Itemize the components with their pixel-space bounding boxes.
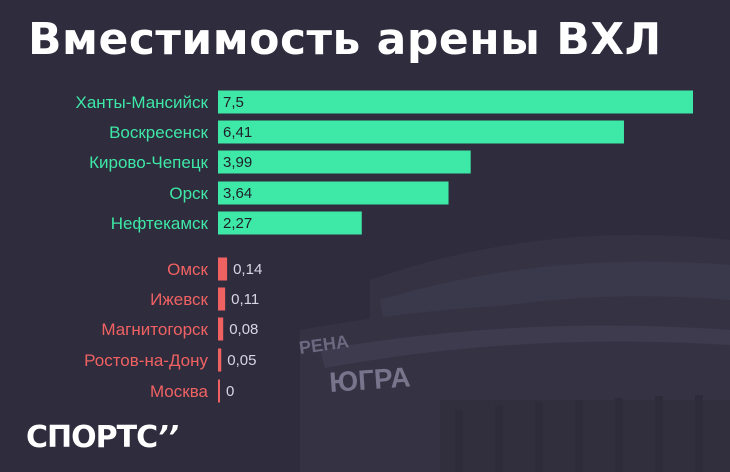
chart-title: Вместимость арены ВХЛ — [28, 14, 662, 65]
value-label: 2,27 — [223, 215, 252, 232]
value-label: 0,14 — [233, 261, 262, 278]
category-label: Москва — [150, 382, 209, 401]
logo-mark-icon: ’’ — [157, 420, 179, 455]
category-label: Кирово-Чепецк — [89, 153, 208, 172]
category-label: Омск — [167, 260, 208, 279]
bar[interactable] — [218, 120, 624, 144]
category-label: Ижевск — [150, 290, 208, 309]
value-label: 3,64 — [223, 185, 252, 202]
bar[interactable] — [218, 181, 449, 205]
bar[interactable] — [218, 257, 228, 281]
value-label: 0,11 — [231, 291, 259, 308]
category-label: Нефтекамск — [111, 214, 209, 233]
value-label: 0,05 — [227, 352, 256, 369]
bar[interactable] — [218, 317, 224, 341]
bar[interactable] — [218, 90, 693, 114]
value-label: 0 — [226, 383, 234, 400]
category-label: Орск — [169, 184, 208, 203]
category-label: Магнитогорск — [101, 320, 208, 339]
bar[interactable] — [218, 348, 222, 372]
category-label: Ростов-на-Дону — [84, 351, 208, 370]
value-label: 3,99 — [223, 154, 252, 171]
bar[interactable] — [218, 211, 362, 235]
value-label: 7,5 — [223, 94, 244, 111]
category-label: Ханты-Мансийск — [76, 93, 209, 112]
ugra-sign-text: ЮГРА — [328, 361, 411, 398]
category-label: Воскресенск — [109, 123, 208, 142]
bar[interactable] — [218, 150, 471, 174]
value-label: 6,41 — [223, 124, 252, 141]
bar[interactable] — [218, 287, 226, 311]
bar[interactable] — [218, 379, 220, 403]
value-label: 0,08 — [229, 321, 258, 338]
logo-text: СПОРТС — [26, 420, 158, 455]
sports-logo[interactable]: СПОРТС’’ — [26, 420, 179, 455]
